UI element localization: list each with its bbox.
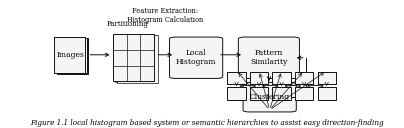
- FancyBboxPatch shape: [272, 72, 290, 84]
- FancyBboxPatch shape: [57, 38, 88, 73]
- FancyBboxPatch shape: [238, 37, 299, 78]
- Text: Figure 1.1 local histogram based system or semantic hierarchies to assist easy d: Figure 1.1 local histogram based system …: [30, 119, 384, 127]
- Text: Local
Histogram: Local Histogram: [176, 49, 216, 66]
- FancyBboxPatch shape: [54, 37, 85, 73]
- FancyBboxPatch shape: [295, 72, 313, 84]
- FancyBboxPatch shape: [295, 87, 313, 100]
- FancyBboxPatch shape: [272, 87, 290, 100]
- Text: Pattern
Similarity: Pattern Similarity: [250, 49, 288, 66]
- FancyBboxPatch shape: [227, 87, 246, 100]
- Bar: [115, 35, 156, 82]
- FancyBboxPatch shape: [227, 72, 246, 84]
- FancyBboxPatch shape: [318, 87, 336, 100]
- Text: Partitioning: Partitioning: [106, 20, 148, 28]
- Text: Clustering: Clustering: [250, 93, 290, 101]
- FancyBboxPatch shape: [170, 37, 223, 78]
- FancyBboxPatch shape: [113, 34, 154, 81]
- FancyBboxPatch shape: [250, 87, 268, 100]
- Text: Images: Images: [56, 51, 84, 59]
- Bar: [117, 35, 158, 83]
- Text: Feature Extraction:
Histogram Calculation: Feature Extraction: Histogram Calculatio…: [127, 7, 203, 24]
- FancyBboxPatch shape: [318, 72, 336, 84]
- FancyBboxPatch shape: [55, 38, 86, 73]
- FancyBboxPatch shape: [243, 82, 296, 112]
- FancyBboxPatch shape: [250, 72, 268, 84]
